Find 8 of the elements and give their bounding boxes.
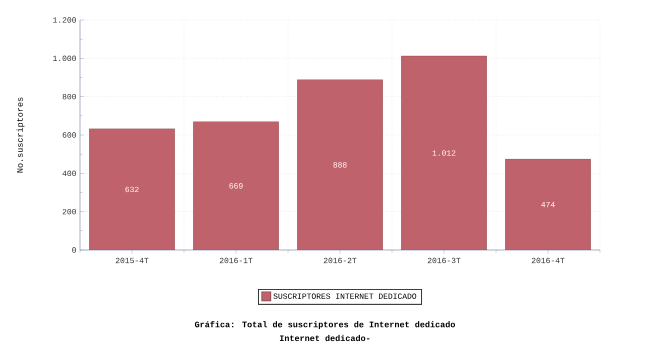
bar xyxy=(89,128,175,250)
y-axis-title: No.suscriptores xyxy=(16,98,24,172)
bar xyxy=(193,122,279,250)
bar xyxy=(505,158,591,250)
bar xyxy=(401,56,487,250)
text: Internet dedicado- xyxy=(280,334,370,342)
bar xyxy=(297,80,383,250)
text: Gráfica: Total de suscriptores de Internet dedicado xyxy=(194,320,456,329)
